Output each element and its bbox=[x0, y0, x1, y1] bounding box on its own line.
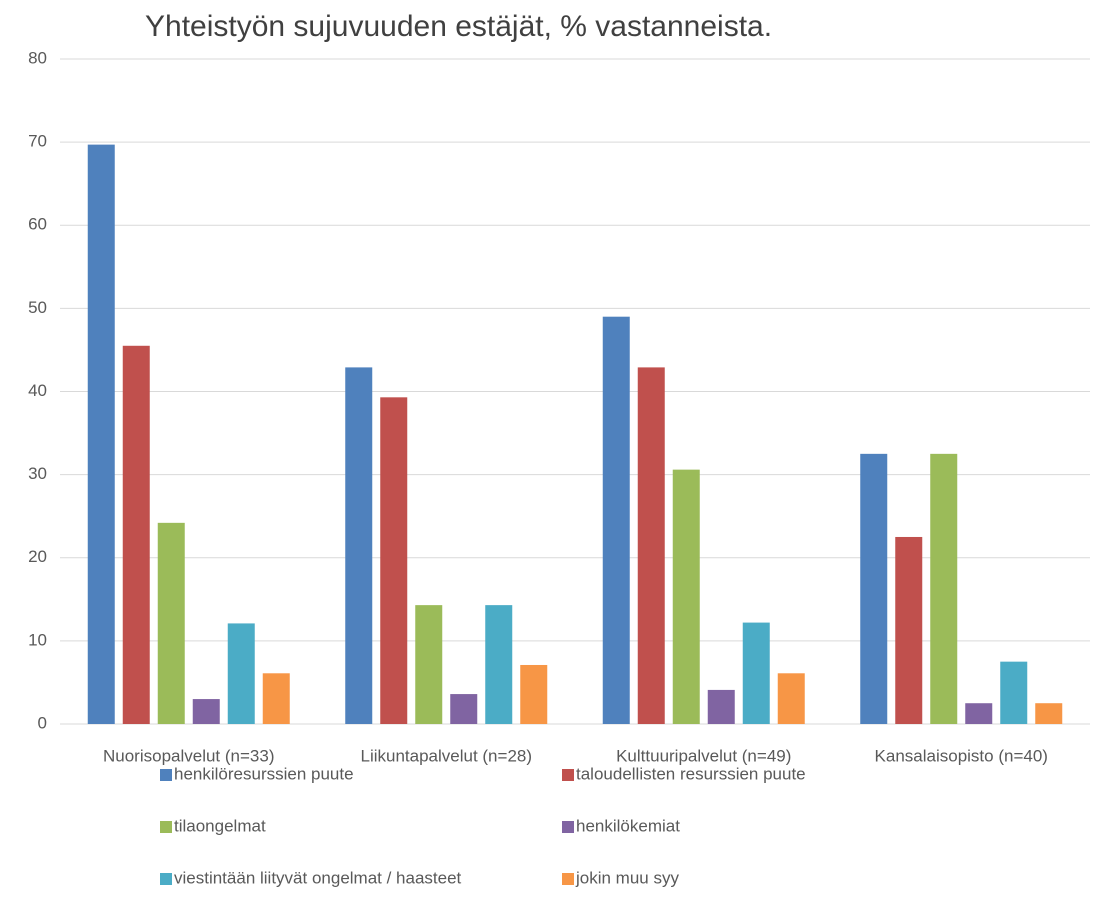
x-tick-label: Liikuntapalvelut (n=28) bbox=[360, 746, 532, 765]
y-tick-label: 70 bbox=[28, 132, 47, 151]
bar bbox=[707, 689, 735, 724]
bar bbox=[485, 605, 513, 724]
bar bbox=[860, 453, 888, 724]
legend-swatch bbox=[562, 769, 574, 781]
bar bbox=[262, 673, 290, 724]
legend-label: viestintään liityvät ongelmat / haasteet bbox=[174, 868, 462, 887]
bar bbox=[742, 622, 770, 724]
legend-swatch bbox=[160, 873, 172, 885]
legend-label: jokin muu syy bbox=[575, 868, 679, 887]
legend-label: henkilöresurssien puute bbox=[174, 764, 354, 783]
legend-swatch bbox=[562, 873, 574, 885]
chart-title: Yhteistyön sujuvuuden estäjät, % vastann… bbox=[145, 10, 772, 43]
bar bbox=[895, 536, 923, 724]
y-tick-label: 30 bbox=[28, 464, 47, 483]
bar bbox=[930, 453, 958, 724]
y-tick-label: 20 bbox=[28, 547, 47, 566]
bar bbox=[602, 316, 630, 724]
bar bbox=[672, 469, 700, 724]
legend-label: henkilökemiat bbox=[576, 816, 680, 835]
legend-swatch bbox=[160, 821, 172, 833]
legend-label: taloudellisten resurssien puute bbox=[576, 764, 806, 783]
bar bbox=[965, 703, 993, 724]
bar bbox=[520, 664, 548, 724]
y-tick-label: 60 bbox=[28, 215, 47, 234]
bar bbox=[415, 605, 443, 724]
bar bbox=[380, 397, 408, 724]
y-tick-label: 80 bbox=[28, 48, 47, 67]
legend-label: tilaongelmat bbox=[174, 816, 266, 835]
bar bbox=[1035, 703, 1063, 724]
bar bbox=[227, 623, 255, 724]
bar bbox=[450, 694, 478, 724]
y-tick-label: 10 bbox=[28, 630, 47, 649]
bar bbox=[637, 367, 665, 724]
bar bbox=[122, 345, 150, 724]
x-tick-label: Kulttuuripalvelut (n=49) bbox=[616, 746, 791, 765]
legend-swatch bbox=[160, 769, 172, 781]
bar bbox=[192, 699, 220, 724]
y-tick-label: 40 bbox=[28, 381, 47, 400]
bar bbox=[777, 673, 805, 724]
x-tick-label: Nuorisopalvelut (n=33) bbox=[103, 746, 275, 765]
x-tick-label: Kansalaisopisto (n=40) bbox=[875, 746, 1048, 765]
bar bbox=[87, 144, 115, 724]
bar bbox=[157, 522, 185, 724]
bar bbox=[1000, 661, 1028, 724]
bar bbox=[345, 367, 373, 724]
legend-swatch bbox=[562, 821, 574, 833]
y-tick-label: 50 bbox=[28, 298, 47, 317]
y-tick-label: 0 bbox=[38, 713, 47, 732]
